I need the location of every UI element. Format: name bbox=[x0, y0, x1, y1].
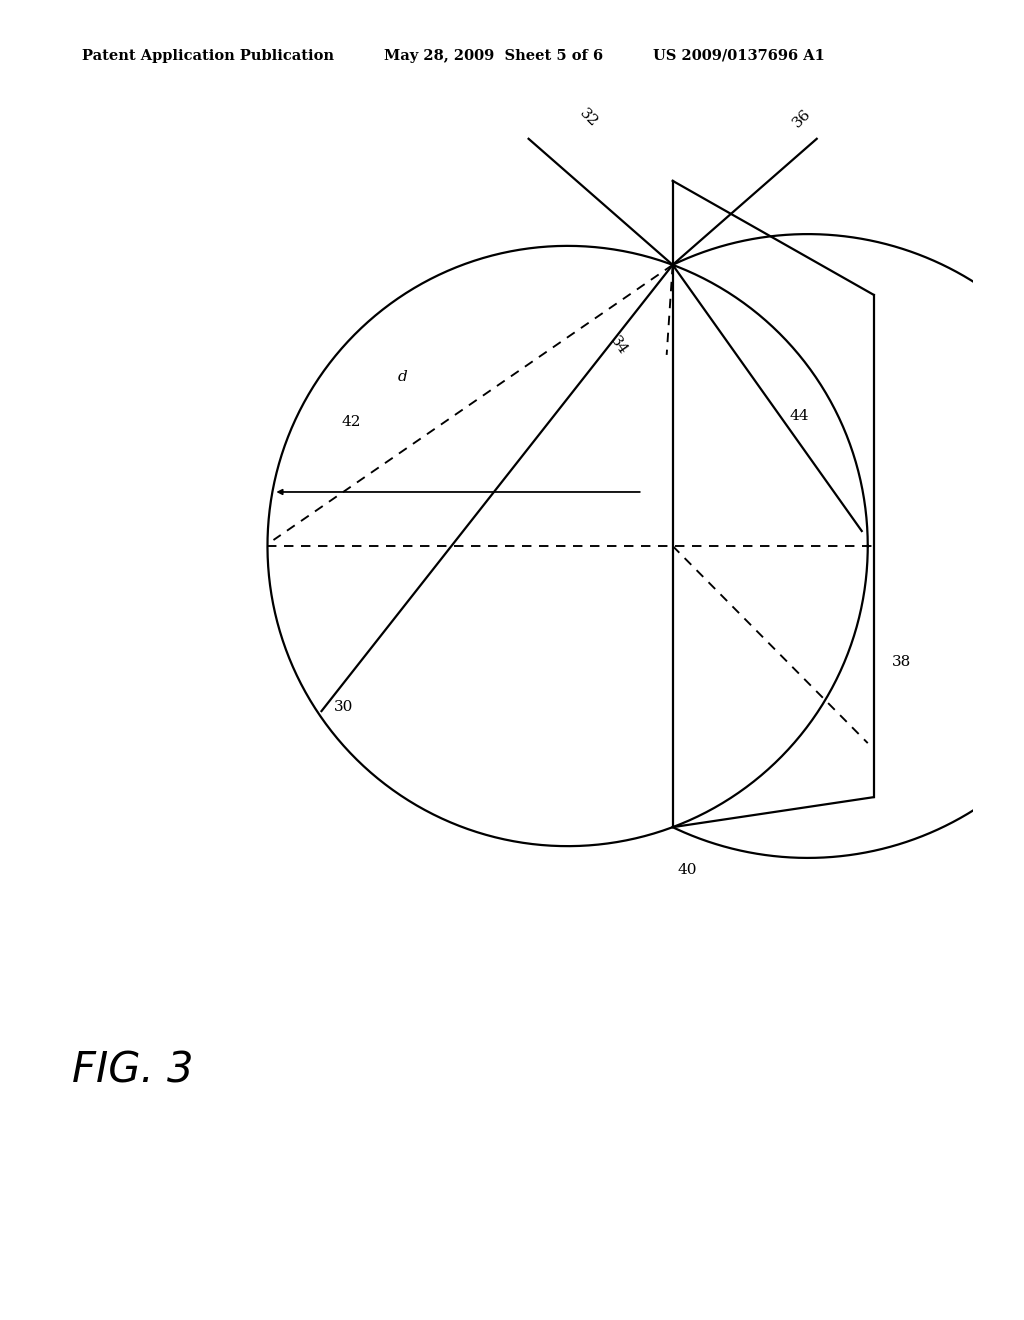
Text: d: d bbox=[397, 370, 408, 384]
Text: 34: 34 bbox=[607, 334, 630, 358]
Text: 30: 30 bbox=[334, 700, 353, 714]
Text: 42: 42 bbox=[342, 414, 361, 429]
Text: Patent Application Publication: Patent Application Publication bbox=[82, 49, 334, 63]
Text: May 28, 2009  Sheet 5 of 6: May 28, 2009 Sheet 5 of 6 bbox=[384, 49, 603, 63]
Text: US 2009/0137696 A1: US 2009/0137696 A1 bbox=[653, 49, 825, 63]
Text: 40: 40 bbox=[678, 863, 697, 878]
Text: 32: 32 bbox=[577, 106, 600, 129]
Text: 44: 44 bbox=[790, 409, 809, 422]
Text: FIG. 3: FIG. 3 bbox=[72, 1049, 194, 1092]
Text: 38: 38 bbox=[892, 655, 911, 669]
Text: 36: 36 bbox=[790, 106, 813, 129]
